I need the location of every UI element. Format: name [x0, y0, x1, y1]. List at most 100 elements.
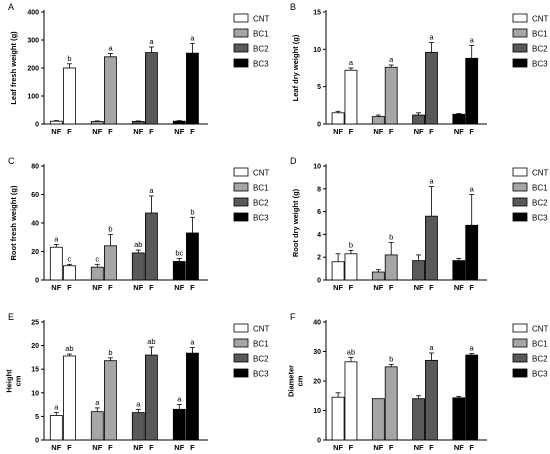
legend-label-bc1: BC1: [253, 340, 269, 349]
significance-letter: a: [470, 185, 475, 194]
panel-e: E Heightcm 0 5 10 15 20 25 a NF ab Fa NF b Fa NF ab Fa NF a…: [5, 312, 270, 452]
legend-swatch-bc3: [233, 58, 249, 68]
legend-label-bc2: BC2: [253, 45, 269, 54]
bar-bc3-f: [465, 224, 479, 281]
x-category-label: NF: [333, 443, 343, 452]
bar-bc3-f: [465, 354, 479, 441]
panel-f: F Diametercm 0 10 20 30 40 NF ab F NF b F NF a F NF a F CNT…: [287, 312, 549, 452]
panel-c: C Root fresh weight (g) 0 20 40 60 80 a NF c Fc NF b…: [8, 156, 270, 292]
x-category-label: F: [149, 443, 154, 452]
significance-letter: a: [95, 398, 100, 407]
bar-bc1-f: [384, 66, 398, 125]
y-tick-label: 0: [317, 122, 321, 129]
y-tick-label: 20: [313, 379, 321, 386]
x-category-label: F: [389, 443, 394, 452]
y-axis-label: Leaf dry weight (g): [291, 34, 300, 101]
significance-letter: a: [54, 403, 59, 412]
y-tick-label: 40: [31, 221, 39, 228]
bar-cnt-nf: [331, 261, 345, 281]
x-category-label: NF: [414, 443, 424, 452]
legend-swatch-bc3: [233, 368, 249, 378]
y-tick-label: 200: [27, 66, 39, 73]
legend-label-bc2: BC2: [253, 199, 269, 208]
x-category-label: NF: [414, 127, 424, 136]
legend-label-cnt: CNT: [253, 15, 270, 24]
x-category-label: NF: [92, 127, 102, 136]
legend-swatch-cnt: [233, 167, 249, 177]
significance-letter: bc: [175, 249, 183, 258]
legend-label-bc1: BC1: [532, 340, 548, 349]
bar-bc3-nf: [172, 408, 186, 441]
bar-bc3-nf: [452, 397, 466, 441]
y-axis-label-line: Height: [5, 369, 14, 393]
x-category-label: F: [429, 127, 434, 136]
x-category-label: NF: [333, 283, 343, 292]
x-category-label: F: [190, 283, 195, 292]
significance-letter: b: [108, 224, 112, 233]
bar-bc1-f: [104, 245, 117, 281]
significance-letter: a: [177, 395, 182, 404]
y-axis-label-line: cm: [14, 375, 23, 386]
bar-bc1-f: [384, 254, 398, 281]
bar-cnt-f: [63, 355, 76, 441]
legend-label-bc3: BC3: [532, 370, 548, 379]
x-category-label: NF: [373, 127, 383, 136]
x-category-label: NF: [51, 443, 61, 452]
bar-bc3-nf: [172, 261, 186, 281]
x-category-label: F: [67, 443, 72, 452]
bar-bc3-f: [186, 232, 199, 281]
legend-swatch-bc1: [512, 28, 528, 38]
legend-label-bc3: BC3: [532, 214, 548, 223]
bar-bc1-nf: [371, 271, 385, 281]
bar-bc3-nf: [452, 260, 466, 281]
bar-bc1-nf: [371, 398, 385, 441]
legend-swatch-cnt: [233, 323, 249, 333]
panel-letter: A: [8, 2, 14, 12]
significance-letter: a: [429, 33, 434, 42]
bar-bc2-nf: [412, 114, 425, 125]
x-category-label: F: [469, 283, 474, 292]
y-tick-label: 10: [31, 390, 39, 397]
legend-label-cnt: CNT: [532, 15, 549, 24]
x-category-label: NF: [133, 283, 143, 292]
legend-swatch-bc1: [512, 182, 528, 192]
legend-swatch-bc1: [233, 338, 249, 348]
y-tick-label: 100: [27, 94, 39, 101]
y-tick-label: 0: [35, 438, 39, 445]
x-category-label: NF: [51, 127, 61, 136]
x-category-label: F: [429, 443, 434, 452]
x-category-label: NF: [174, 283, 184, 292]
y-axis-label: Diametercm: [287, 365, 305, 397]
significance-letter: b: [349, 240, 353, 249]
bar-cnt-f: [63, 265, 76, 281]
legend-label-bc2: BC2: [532, 45, 548, 54]
legend-label-bc3: BC3: [532, 60, 548, 69]
bar-cnt-f: [63, 67, 76, 125]
legend-swatch-bc1: [233, 182, 249, 192]
significance-letter: b: [108, 348, 112, 357]
y-tick-label: 4: [317, 232, 321, 239]
y-tick-label: 0: [317, 278, 321, 285]
bar-cnt-nf: [331, 112, 345, 125]
legend-swatch-bc1: [233, 28, 249, 38]
bar-bc2-f: [425, 215, 438, 281]
legend-swatch-cnt: [512, 13, 528, 23]
bar-bc2-nf: [412, 398, 425, 441]
y-tick-label: 10: [313, 408, 321, 415]
y-axis-label-line: Leaf fresh weight (g): [9, 31, 18, 105]
y-tick-label: 400: [27, 10, 39, 17]
y-tick-label: 2: [317, 255, 321, 262]
bar-bc2-f: [145, 354, 158, 441]
legend-swatch-cnt: [512, 323, 528, 333]
bar-bc3-nf: [172, 120, 186, 125]
legend-swatch-bc2: [512, 197, 528, 207]
x-category-label: F: [190, 127, 195, 136]
y-axis-label-line: Root fresh weight (g): [9, 185, 18, 260]
panel-letter: C: [8, 156, 15, 166]
x-category-label: NF: [454, 283, 464, 292]
significance-letter: c: [68, 254, 72, 263]
x-category-label: F: [389, 127, 394, 136]
